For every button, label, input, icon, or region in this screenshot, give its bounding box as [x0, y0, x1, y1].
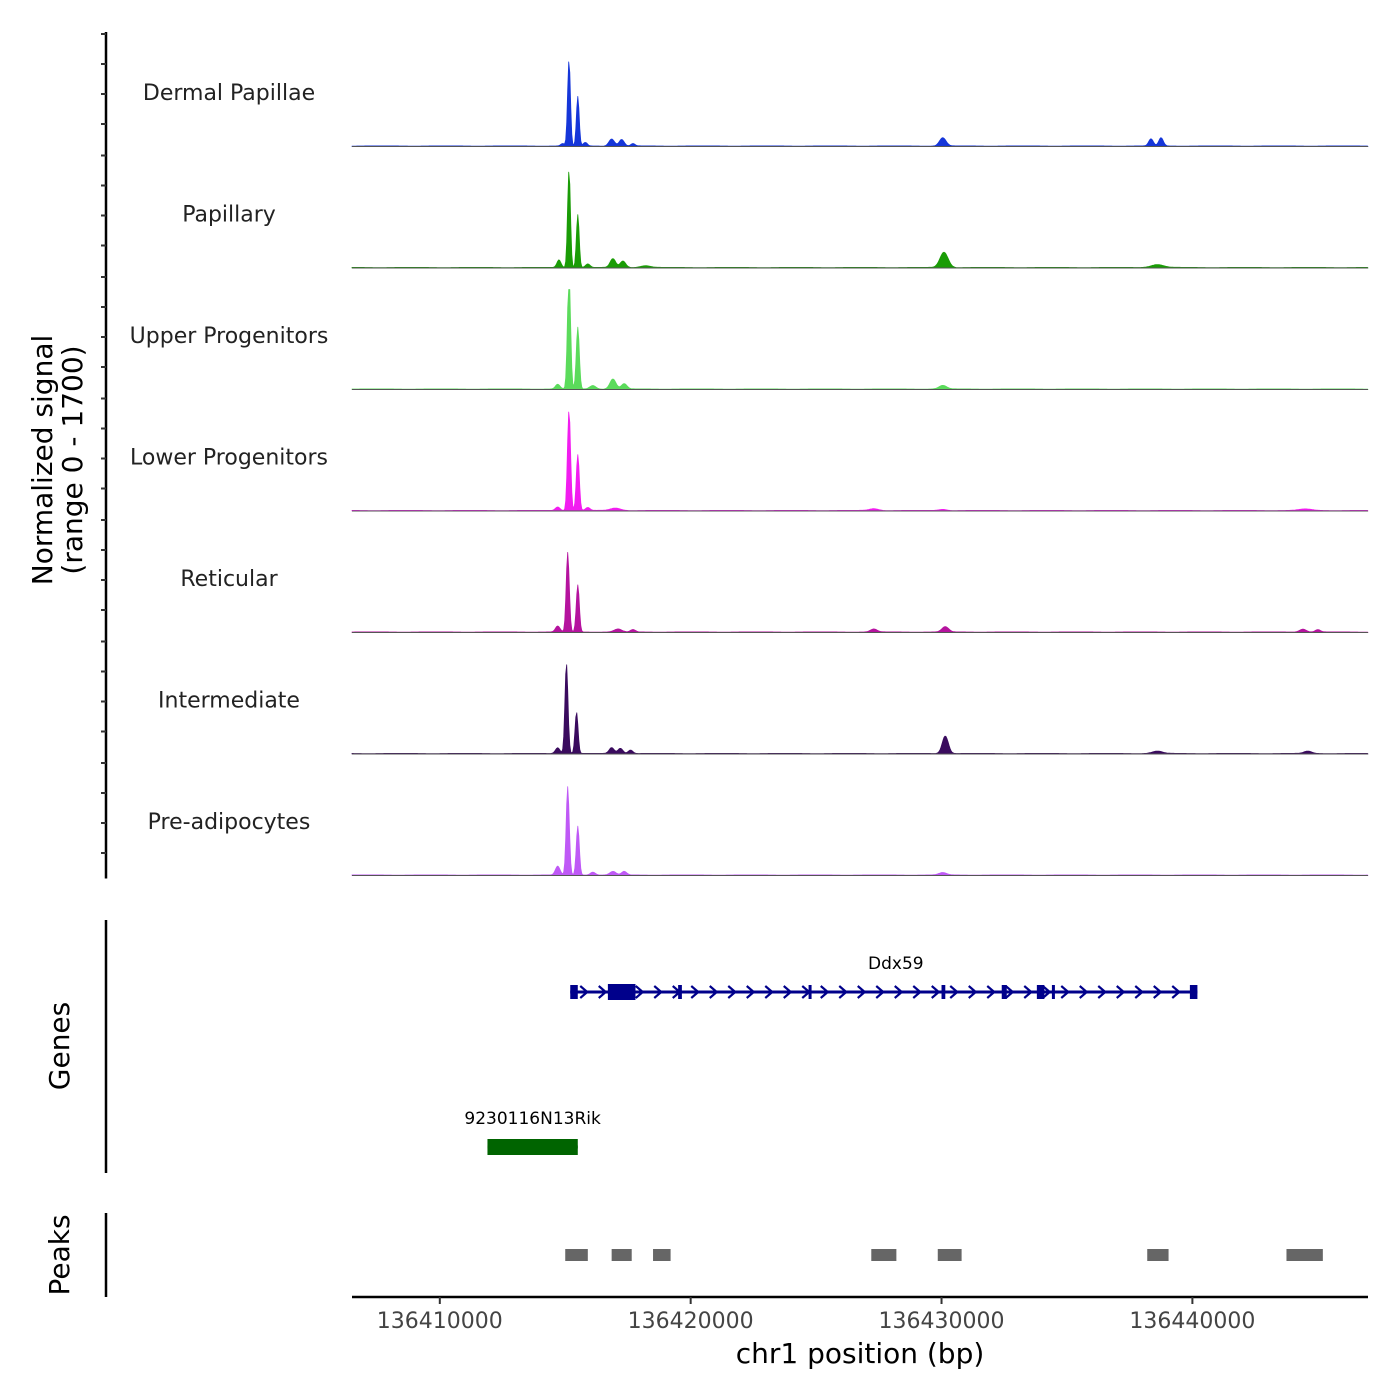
- genes-y-axis-title: Genes: [43, 1002, 76, 1090]
- strand-arrow-icon: [764, 985, 774, 999]
- strand-arrow-icon: [727, 985, 737, 999]
- gene-exon: [1051, 985, 1055, 999]
- gene-panel: Ddx59 9230116N13Rik: [104, 920, 1198, 1173]
- strand-arrow-icon: [746, 985, 756, 999]
- strand-arrow-icon: [1079, 985, 1089, 999]
- strand-arrow-icon: [986, 985, 996, 999]
- peak-region: [1286, 1249, 1323, 1261]
- peaks-y-axis-title: Peaks: [43, 1214, 76, 1295]
- x-tick-label: 136430000: [879, 1309, 1005, 1334]
- strand-arrow-icon: [1116, 985, 1126, 999]
- strand-arrow-icon: [1097, 985, 1107, 999]
- coverage-y-axis-title-line1: Normalized signal: [26, 335, 59, 586]
- strand-arrow-icon: [949, 985, 959, 999]
- coverage-area-papillary: [351, 171, 1369, 269]
- strand-arrow-icon: [1134, 985, 1144, 999]
- peak-region: [871, 1249, 897, 1261]
- gene-exon: [570, 985, 578, 999]
- gene-exon: [1036, 985, 1045, 999]
- coverage-y-axis-title-line2: (range 0 - 1700): [56, 345, 89, 574]
- strand-arrow-icon: [1042, 985, 1052, 999]
- strand-arrow-icon: [875, 985, 885, 999]
- gene-exon: [678, 985, 682, 999]
- peak-region: [1147, 1249, 1169, 1261]
- gene-exon: [808, 985, 812, 999]
- track-label-reticular: Reticular: [180, 567, 278, 592]
- peak-region: [611, 1249, 632, 1261]
- peak-region: [565, 1249, 588, 1261]
- gene-exon: [487, 1139, 578, 1155]
- coverage-area-pre-adipocytes: [351, 786, 1369, 876]
- strand-arrow-icon: [857, 985, 867, 999]
- strand-arrow-icon: [912, 985, 922, 999]
- x-axis-title: chr1 position (bp): [736, 1337, 985, 1370]
- strand-arrow-icon: [894, 985, 904, 999]
- track-label-lower-progenitors: Lower Progenitors: [130, 446, 328, 471]
- strand-arrow-icon: [653, 985, 663, 999]
- gene-exon: [941, 985, 946, 999]
- strand-arrow-icon: [1060, 985, 1070, 999]
- track-label-pre-adipocytes: Pre-adipocytes: [148, 810, 311, 835]
- strand-arrow-icon: [783, 985, 793, 999]
- strand-arrow-icon: [838, 985, 848, 999]
- x-axis: 136410000 136420000 136430000 136440000: [352, 1295, 1368, 1334]
- strand-arrow-icon: [1023, 985, 1033, 999]
- peak-panel: [104, 1213, 1323, 1297]
- x-tick-label: 136420000: [628, 1309, 754, 1334]
- track-label-papillary: Papillary: [182, 203, 276, 228]
- track-label-dermal-papillae: Dermal Papillae: [143, 81, 315, 106]
- x-tick-label: 136410000: [377, 1309, 503, 1334]
- track-label-upper-progenitors: Upper Progenitors: [130, 324, 329, 349]
- gene-exon: [1001, 985, 1007, 999]
- coverage-area-intermediate: [351, 664, 1369, 755]
- x-tick-label: 136440000: [1129, 1309, 1255, 1334]
- gene-exon: [607, 984, 636, 1000]
- coverage-area-upper-progenitors: [351, 289, 1369, 390]
- strand-arrow-icon: [709, 985, 719, 999]
- strand-arrow-icon: [635, 985, 645, 999]
- gene-label-ddx59: Ddx59: [868, 954, 924, 974]
- strand-arrow-icon: [1153, 985, 1163, 999]
- gene-exon: [1189, 985, 1198, 999]
- peak-region: [937, 1249, 962, 1261]
- strand-arrow-icon: [690, 985, 700, 999]
- peak-region: [653, 1249, 671, 1261]
- strand-arrow-icon: [820, 985, 830, 999]
- track-label-intermediate: Intermediate: [158, 689, 300, 714]
- strand-arrow-icon: [931, 985, 941, 999]
- coverage-panel: Dermal Papillae Papillary Upper Progenitor…: [101, 32, 1369, 879]
- gene-label-9230116n13rik: 9230116N13Rik: [464, 1109, 601, 1129]
- coverage-area-dermal-papillae: [351, 61, 1369, 147]
- strand-arrow-icon: [598, 985, 608, 999]
- strand-arrow-icon: [968, 985, 978, 999]
- strand-arrow-icon: [1005, 985, 1015, 999]
- coverage-area-reticular: [351, 552, 1369, 633]
- coverage-area-lower-progenitors: [351, 411, 1369, 512]
- strand-arrow-icon: [1171, 985, 1181, 999]
- strand-arrow-icon: [579, 985, 589, 999]
